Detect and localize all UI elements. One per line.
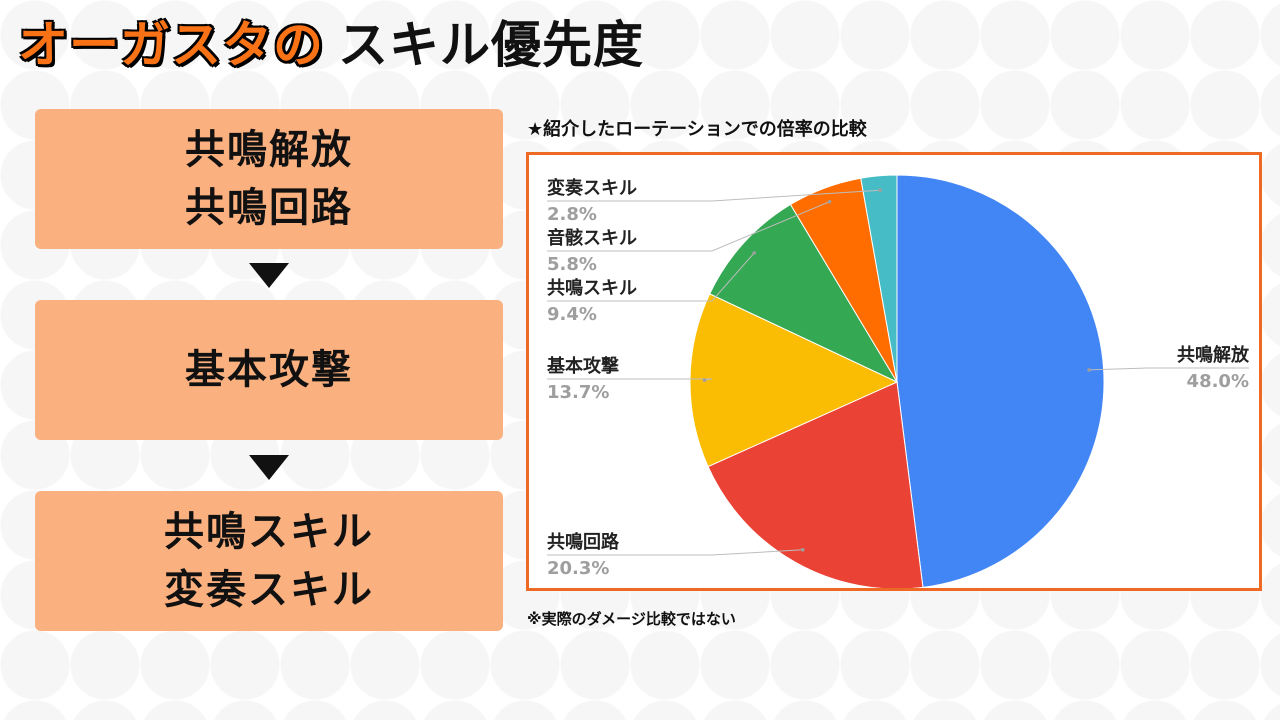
slice-value-label: 2.8% bbox=[547, 204, 597, 225]
priority-step-3: 共鳴スキル 変奏スキル bbox=[35, 491, 503, 631]
label-anchor-dot bbox=[800, 548, 805, 552]
slice-value-label: 48.0% bbox=[1187, 371, 1249, 392]
step-1-line-1: 共鳴解放 bbox=[185, 127, 353, 173]
slice-label: 音骸スキル bbox=[547, 227, 637, 249]
chart-caption: ★紹介したローテーションでの倍率の比較 bbox=[527, 119, 867, 140]
slice-value-label: 20.3% bbox=[547, 558, 609, 579]
label-anchor-dot bbox=[752, 251, 756, 255]
priority-step-1: 共鳴解放 共鳴回路 bbox=[35, 109, 503, 249]
slice-value-label: 9.4% bbox=[547, 304, 597, 325]
title-rest: スキル優先度 bbox=[338, 16, 644, 74]
slice-value-label: 13.7% bbox=[547, 382, 609, 403]
pie-chart: 共鳴解放 48.0% 共鳴回路 20.3% 基本攻撃 13.7% 共鳴スキル 9.4% 音骸スキ… bbox=[546, 174, 1250, 588]
page-title: オーガスタの スキル優先度 bbox=[18, 20, 644, 70]
disclaimer-note: ※実際のダメージ比較ではない bbox=[527, 610, 736, 628]
label-anchor-dot bbox=[702, 378, 707, 382]
pie-chart-panel: 共鳴解放 48.0% 共鳴回路 20.3% 基本攻撃 13.7% 共鳴スキル 9.4% 音骸スキ… bbox=[526, 152, 1262, 591]
label-anchor-dot bbox=[878, 188, 882, 192]
pie-slice bbox=[707, 381, 924, 588]
priority-step-2: 基本攻撃 bbox=[35, 300, 503, 440]
pie-slice bbox=[709, 203, 899, 384]
label-anchor-dot bbox=[1087, 368, 1091, 372]
slice-label: 共鳴回路 bbox=[547, 531, 620, 553]
pie-slice bbox=[896, 174, 1105, 588]
step-3-line-1: 共鳴スキル bbox=[164, 509, 374, 555]
label-leader-line bbox=[547, 252, 755, 302]
slice-label: 基本攻撃 bbox=[546, 355, 619, 377]
label-leader-line bbox=[547, 378, 713, 381]
slice-label: 共鳴解放 bbox=[1177, 344, 1250, 366]
title-highlight: オーガスタの bbox=[18, 16, 324, 74]
slice-label: 共鳴スキル bbox=[547, 277, 637, 299]
pie-slice bbox=[689, 293, 899, 468]
down-arrow-icon bbox=[249, 263, 289, 288]
down-arrow-icon bbox=[249, 455, 289, 480]
label-leader-line bbox=[547, 549, 803, 556]
label-leader-line bbox=[1089, 367, 1249, 371]
slice-label: 変奏スキル bbox=[547, 177, 637, 199]
step-1-line-2: 共鳴回路 bbox=[185, 185, 353, 231]
label-leader-line bbox=[547, 189, 881, 202]
slice-value-label: 5.8% bbox=[547, 254, 597, 275]
step-3-line-2: 変奏スキル bbox=[164, 567, 374, 613]
step-2-line-1: 基本攻撃 bbox=[185, 347, 353, 393]
label-anchor-dot bbox=[827, 199, 832, 204]
label-leader-line bbox=[547, 201, 830, 252]
pie-slice bbox=[860, 174, 898, 383]
